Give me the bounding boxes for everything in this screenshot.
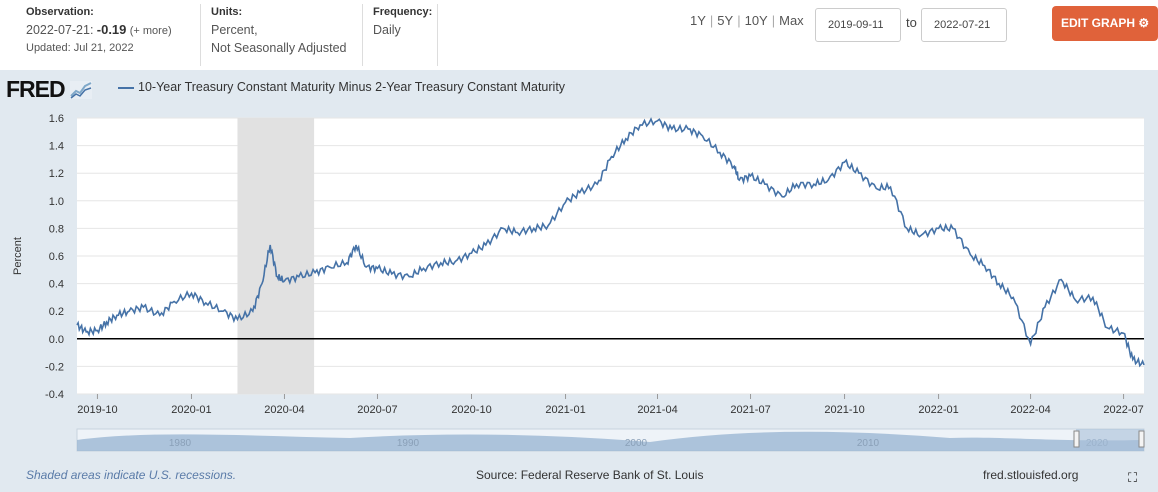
x-tick-label: 2022-01 [918, 404, 958, 416]
y-tick-label: -0.2 [45, 361, 64, 373]
range-max[interactable]: Max [779, 13, 804, 28]
chart-svg: 1.6 1.4 1.2 1.0 0.8 0.6 0.4 0.2 0.0 -0.2 -0.4 2019… [12, 113, 1145, 452]
fullscreen-icon[interactable]: ⛶ [1128, 470, 1138, 485]
series-line [76, 117, 1145, 368]
legend-label: 10-Year Treasury Constant Maturity Minus… [138, 80, 566, 94]
x-tick-label: 2021-10 [824, 404, 864, 416]
x-tick-label: 2020-10 [451, 404, 491, 416]
fred-logo-text: FRED [6, 76, 66, 102]
y-tick-label: 0.4 [49, 279, 64, 291]
observation-value: -0.19 [96, 22, 127, 37]
edit-graph-button[interactable]: EDIT GRAPH ⚙ [1052, 6, 1158, 41]
y-tick-label: 1.0 [49, 196, 64, 208]
source-text: Source: Federal Reserve Bank of St. Loui… [476, 468, 704, 482]
legend-swatch [118, 86, 134, 89]
y-tick-label: 0.0 [49, 334, 64, 346]
y-tick-label: 1.2 [49, 168, 64, 180]
range-1y[interactable]: 1Y [690, 13, 706, 28]
y-tick-label: 1.6 [49, 113, 64, 125]
navigator-series [77, 431, 1144, 451]
observation-panel: Observation: 2022-07-21: -0.19 (+ more) … [26, 4, 196, 57]
gear-icon: ⚙ [1138, 16, 1150, 30]
navigator-year-label: 2010 [857, 438, 880, 449]
x-axis-ticks: 2019-10 2020-01 2020-04 2020-07 2020-10 2021-… [77, 394, 1144, 416]
x-tick-label: 2021-04 [637, 404, 677, 416]
updated-date: Updated: Jul 21, 2022 [26, 42, 134, 54]
observation-label: Observation: [26, 6, 94, 18]
x-tick-label: 2020-04 [264, 404, 304, 416]
frequency-label: Frequency: [373, 6, 433, 18]
navigator-handle-left[interactable] [1073, 430, 1080, 448]
date-from-input[interactable]: 2019-09-11 [815, 8, 901, 42]
fred-logo: FRED [6, 76, 93, 103]
frequency-value: Daily [373, 23, 401, 37]
units-panel: Units: Percent, Not Seasonally Adjusted [200, 4, 362, 66]
to-label: to [906, 15, 917, 30]
range-selector: 1Y | 5Y | 10Y | Max [690, 13, 804, 28]
chart-legend: 10-Year Treasury Constant Maturity Minus… [118, 80, 565, 94]
navigator[interactable]: 19801990200020102020 [76, 428, 1145, 452]
x-tick-label: 2020-07 [357, 404, 397, 416]
x-tick-label: 2021-07 [730, 404, 770, 416]
date-to-input[interactable]: 2022-07-21 [921, 8, 1007, 42]
observation-more-link[interactable]: (+ more) [129, 25, 172, 37]
observation-date: 2022-07-21: [26, 23, 94, 37]
x-tick-label: 2022-07 [1103, 404, 1143, 416]
y-tick-label: 0.8 [49, 223, 64, 235]
x-tick-label: 2022-04 [1010, 404, 1050, 416]
edit-graph-label: EDIT GRAPH [1061, 16, 1136, 30]
x-tick-label: 2019-10 [77, 404, 117, 416]
fred-logo-chart-icon [70, 81, 93, 99]
units-label: Units: [211, 6, 243, 18]
recession-shade [237, 118, 315, 394]
range-5y[interactable]: 5Y [717, 13, 734, 28]
units-line2: Not Seasonally Adjusted [211, 41, 347, 55]
y-axis-label: Percent [12, 237, 24, 275]
x-tick-label: 2021-01 [545, 404, 585, 416]
navigator-selection[interactable] [1076, 429, 1144, 451]
x-tick-label: 2020-01 [171, 404, 211, 416]
header: Observation: 2022-07-21: -0.19 (+ more) … [0, 0, 1158, 70]
y-tick-label: 0.6 [49, 251, 64, 263]
navigator-year-label: 1990 [397, 438, 420, 449]
y-tick-label: 1.4 [49, 141, 64, 153]
navigator-year-label: 1980 [169, 438, 192, 449]
units-line1: Percent, [211, 23, 258, 37]
y-axis-ticks: 1.6 1.4 1.2 1.0 0.8 0.6 0.4 0.2 0.0 -0.2 -0.4 [45, 113, 64, 401]
navigator-handle-right[interactable] [1138, 430, 1145, 448]
frequency-panel: Frequency: Daily [362, 4, 438, 66]
recession-note: Shaded areas indicate U.S. recessions. [26, 468, 237, 482]
site-link[interactable]: fred.stlouisfed.org [983, 468, 1079, 482]
y-tick-label: -0.4 [45, 389, 64, 401]
navigator-year-label: 2000 [625, 438, 648, 449]
range-10y[interactable]: 10Y [744, 13, 768, 28]
y-tick-label: 0.2 [49, 306, 64, 318]
